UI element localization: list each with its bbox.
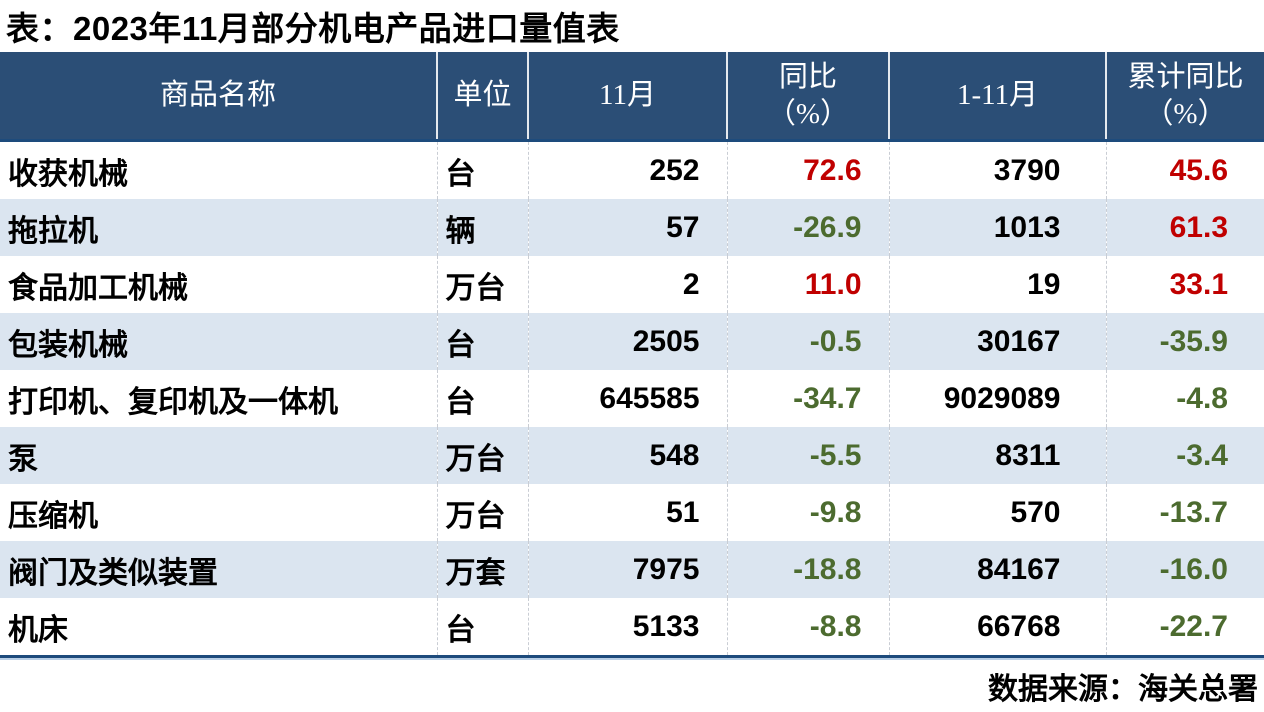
- cumulative-yoy-pct-cell: -13.7: [1105, 484, 1264, 541]
- jan-nov-value-cell: 30167: [888, 313, 1106, 370]
- product-name-cell: 收获机械: [8, 157, 128, 191]
- yoy-pct-cell: -0.5: [726, 313, 889, 370]
- unit-cell: 万台: [436, 484, 528, 541]
- yoy-pct-cell: 11.0: [726, 256, 889, 313]
- november-value-cell: 57: [527, 199, 727, 256]
- jan-nov-value-cell: 66768: [888, 598, 1106, 655]
- november-value-cell: 5133: [527, 598, 727, 655]
- product-name-cell: 食品加工机械: [8, 271, 188, 305]
- jan-nov-value-cell: 9029089: [888, 370, 1106, 427]
- unit-cell: 台: [436, 140, 528, 199]
- table-row: 食品加工机械 万台 2 11.0 19 33.1: [0, 256, 1264, 313]
- cumulative-yoy-pct-cell: 61.3: [1105, 199, 1264, 256]
- november-value-cell: 51: [527, 484, 727, 541]
- header-jan-nov: 1-11月: [888, 52, 1106, 142]
- jan-nov-value-cell: 8311: [888, 427, 1106, 484]
- table-title: 表：2023年11月部分机电产品进口量值表: [6, 10, 620, 47]
- yoy-pct-cell: -26.9: [726, 199, 889, 256]
- november-value-cell: 645585: [527, 370, 727, 427]
- product-name-cell: 泵: [8, 442, 38, 476]
- header-row: 商品名称 单位 11月 同比 （%） 1-11月 累计同比 （%）: [0, 52, 1264, 142]
- cumulative-yoy-pct-cell: -4.8: [1105, 370, 1264, 427]
- table-row: 阀门及类似装置 万套 7975 -18.8 84167 -16.0: [0, 541, 1264, 598]
- jan-nov-value-cell: 84167: [888, 541, 1106, 598]
- unit-cell: 万套: [436, 541, 528, 598]
- product-name-cell: 打印机、复印机及一体机: [8, 385, 338, 419]
- table-row: 收获机械 台 252 72.6 3790 45.6: [0, 140, 1264, 199]
- header-cumulative-yoy-pct: 累计同比 （%）: [1105, 52, 1264, 142]
- table-row: 包装机械 台 2505 -0.5 30167 -35.9: [0, 313, 1264, 370]
- product-name-cell: 机床: [8, 613, 68, 647]
- yoy-pct-cell: -34.7: [726, 370, 889, 427]
- table-row: 打印机、复印机及一体机 台 645585 -34.7 9029089 -4.8: [0, 370, 1264, 427]
- yoy-pct-cell: -5.5: [726, 427, 889, 484]
- header-unit: 单位: [436, 52, 528, 142]
- unit-cell: 辆: [436, 199, 528, 256]
- november-value-cell: 2: [527, 256, 727, 313]
- november-value-cell: 548: [527, 427, 727, 484]
- cumulative-yoy-pct-cell: -35.9: [1105, 313, 1264, 370]
- november-value-cell: 2505: [527, 313, 727, 370]
- table-bottom-rule-dark: [0, 655, 1264, 658]
- unit-cell: 台: [436, 370, 528, 427]
- cumulative-yoy-pct-cell: -3.4: [1105, 427, 1264, 484]
- cumulative-yoy-pct-cell: -16.0: [1105, 541, 1264, 598]
- data-source-note: 数据来源：海关总署: [988, 673, 1258, 706]
- table-row: 泵 万台 548 -5.5 8311 -3.4: [0, 427, 1264, 484]
- jan-nov-value-cell: 1013: [888, 199, 1106, 256]
- yoy-pct-cell: -18.8: [726, 541, 889, 598]
- unit-cell: 万台: [436, 256, 528, 313]
- jan-nov-value-cell: 570: [888, 484, 1106, 541]
- header-november: 11月: [527, 52, 727, 142]
- table-row: 压缩机 万台 51 -9.8 570 -13.7: [0, 484, 1264, 541]
- unit-cell: 台: [436, 313, 528, 370]
- yoy-pct-cell: 72.6: [726, 140, 889, 199]
- table-body: 收获机械 台 252 72.6 3790 45.6 拖拉机 辆 57 -26.9…: [0, 140, 1264, 655]
- unit-cell: 万台: [436, 427, 528, 484]
- november-value-cell: 252: [527, 140, 727, 199]
- table-bottom-rule-light: [0, 658, 1264, 660]
- product-name-cell: 压缩机: [8, 499, 98, 533]
- cumulative-yoy-pct-cell: 45.6: [1105, 140, 1264, 199]
- import-data-table: 商品名称 单位 11月 同比 （%） 1-11月 累计同比 （%） 收获机械 台…: [0, 52, 1264, 655]
- cumulative-yoy-pct-cell: 33.1: [1105, 256, 1264, 313]
- header-yoy-pct: 同比 （%）: [726, 52, 889, 142]
- product-name-cell: 包装机械: [8, 328, 128, 362]
- table-row: 机床 台 5133 -8.8 66768 -22.7: [0, 598, 1264, 655]
- november-value-cell: 7975: [527, 541, 727, 598]
- product-name-cell: 阀门及类似装置: [8, 556, 218, 590]
- unit-cell: 台: [436, 598, 528, 655]
- yoy-pct-cell: -9.8: [726, 484, 889, 541]
- product-name-cell: 拖拉机: [8, 214, 98, 248]
- table-row: 拖拉机 辆 57 -26.9 1013 61.3: [0, 199, 1264, 256]
- jan-nov-value-cell: 19: [888, 256, 1106, 313]
- cumulative-yoy-pct-cell: -22.7: [1105, 598, 1264, 655]
- jan-nov-value-cell: 3790: [888, 140, 1106, 199]
- header-product-name: 商品名称: [0, 52, 437, 142]
- yoy-pct-cell: -8.8: [726, 598, 889, 655]
